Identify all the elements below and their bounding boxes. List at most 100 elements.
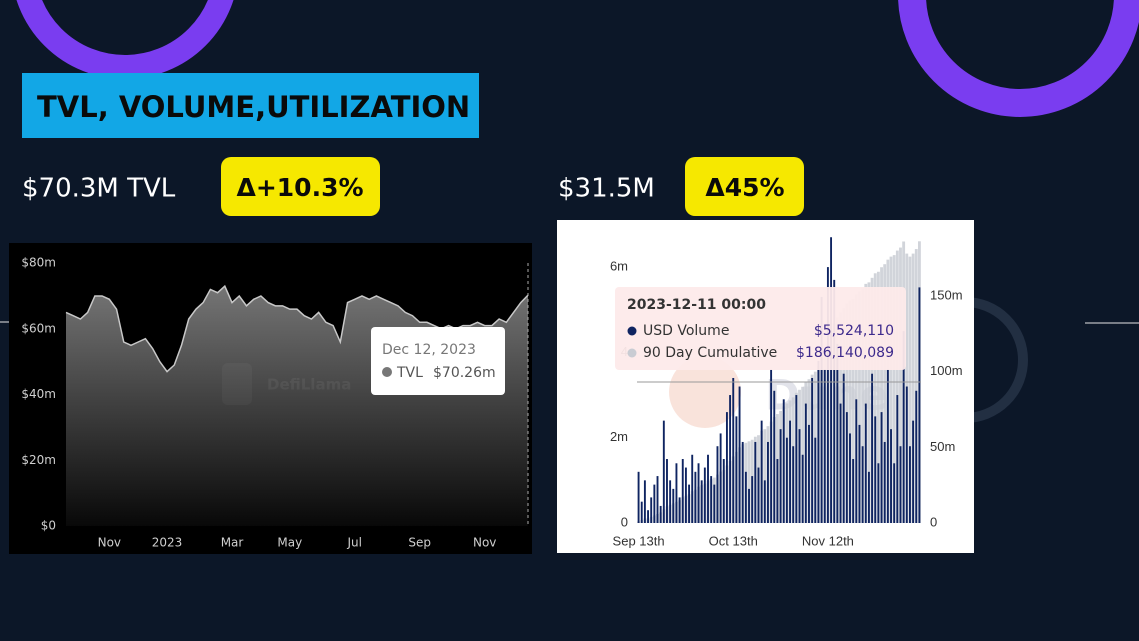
volume-bar [637,471,640,523]
y-tick-label: $40m [21,387,56,401]
volume-bar [722,459,725,523]
volume-bar [890,429,892,523]
volume-bar [912,420,915,523]
tooltip [371,327,505,395]
volume-bar [883,441,886,523]
volume-bar [814,437,817,523]
volume-bar [905,386,908,523]
volume-bar [852,459,855,523]
volume-bar [735,416,738,523]
volume-bar [871,373,874,523]
tooltip-date: Dec 12, 2023 [382,342,476,358]
tvl-chart: $0 $20m $40m $60m $80m Nov 2023 Mar May Jul Sep Nov… [21,256,529,550]
volume-bar [694,471,697,523]
x-tick-label: May [277,536,302,550]
volume-bar [763,480,766,523]
title: TVL, VOLUME,UTILIZATION [37,90,470,124]
volume-bar [757,467,760,523]
volume-bar [909,446,911,523]
volume-bar [864,403,867,523]
arc [16,0,234,79]
volume-bar [861,446,864,523]
y-tick-label: $60m [21,321,56,335]
stat-change: Δ45% [705,173,784,202]
cumulative-bar [892,255,896,523]
y2-tick-label: 0 [930,514,937,529]
volume-bar [789,420,791,523]
cumulative-bar [861,288,865,523]
volume-bar [839,403,842,523]
tooltip-name: USD Volume [643,323,729,339]
volume-bar [681,459,684,523]
volume-bar [662,420,665,523]
cumulative-bar [747,441,751,523]
tooltip-date: 2023-12-11 00:00 [627,297,766,313]
tooltip-value: $5,524,110 [814,323,894,339]
volume-bar [741,441,744,523]
y2-tick-label: 100m [930,363,963,378]
x-tick-label: 2023 [152,536,183,550]
x-tick-label: Sep 13th [613,533,665,548]
volume-bar [659,505,662,523]
volume-bar [836,343,839,523]
volume-bar [896,395,899,523]
volume-bar [653,484,656,523]
volume-bar [725,412,728,523]
cumulative-bar [858,291,861,523]
volume-bar [675,463,678,523]
tooltip-value: $70.26m [433,365,496,381]
cumulative-bar [848,300,852,523]
volume-bar [811,377,814,523]
volume-bar [855,399,858,523]
stat-pill [221,157,380,216]
cumulative-bar [851,299,855,523]
tooltip-swatch [382,367,392,377]
volume-bar [748,488,750,523]
cumulative-bar [914,249,918,523]
volume-bar [785,437,788,523]
title-box [22,73,479,138]
volume-bar [845,412,848,523]
volume-bar [738,386,741,523]
y2-tick-label: 150m [930,287,963,302]
volume-bar [672,488,675,523]
tooltip-swatch [627,348,637,358]
volume-bar [767,441,769,523]
volume-bar [691,454,694,523]
volume-bar [732,377,735,523]
cumulative-bar [883,264,887,523]
stat-value: $70.3M TVL [22,174,176,204]
arc [898,0,1139,117]
y-tick-label: 2m [610,429,628,444]
stat-pill [685,157,804,216]
volume-bar [867,471,870,523]
volume-bar [795,395,798,523]
volume-bar [669,480,672,523]
volume-bar [915,390,918,523]
volume-bar [902,331,905,523]
volume-bar [893,463,896,523]
volume-bar [849,433,851,523]
volume-bar [874,416,877,523]
volume-bar [640,501,643,523]
volume-bar [760,420,763,523]
cumulative-bar [867,282,871,523]
volume-bar [833,279,836,523]
x-tick-label: Oct 13th [709,533,758,548]
volume-bar [773,390,776,523]
tooltip-name: 90 Day Cumulative [643,345,777,361]
volume-bar [713,484,716,523]
volume-bar [817,360,820,523]
volume-bar [804,403,807,523]
stat-change: Δ+10.3% [236,173,363,202]
volume-bar [823,369,826,523]
volume-bar [779,429,782,523]
volume-bar [647,510,649,523]
volume-bar [650,497,653,523]
volume-bar [899,446,902,523]
x-tick-label: Nov [98,536,121,550]
y-tick-label: 0 [621,514,628,529]
volume-bar [842,373,845,523]
volume-bar [719,433,722,523]
